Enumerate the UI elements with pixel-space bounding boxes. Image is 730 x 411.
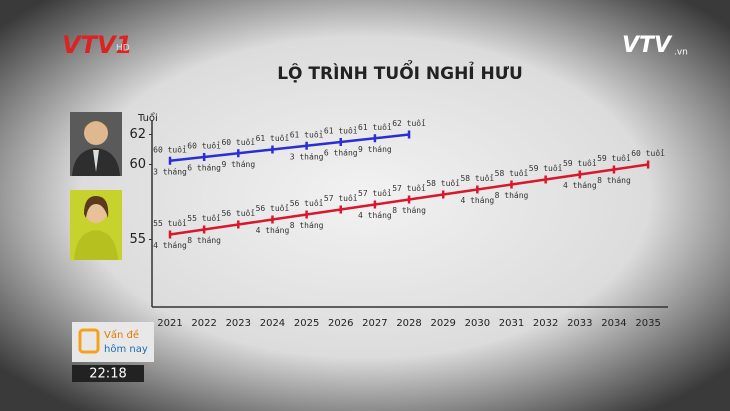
- x-tick-label: 2032: [533, 318, 558, 329]
- value-label: 4 tháng: [153, 241, 187, 250]
- channel-logo-suffix: HD: [116, 44, 130, 54]
- x-tick-label: 2031: [499, 318, 524, 329]
- x-tick-label: 2025: [294, 318, 319, 329]
- man-icon: [70, 112, 122, 176]
- program-line2: hôm nay: [104, 343, 148, 355]
- value-label: 55 tuổi: [153, 218, 187, 228]
- x-tick-label: 2029: [430, 318, 455, 329]
- value-label: 6 tháng: [187, 164, 221, 173]
- series-line: [169, 133, 410, 162]
- site-logo: VTV: [622, 33, 673, 58]
- woman-icon: [70, 190, 122, 260]
- value-label: 56 tuổi: [256, 203, 290, 213]
- value-label: 3 tháng: [290, 152, 324, 161]
- value-label: 4 tháng: [563, 181, 597, 190]
- program-line1: Vấn đề: [104, 329, 139, 341]
- program-badge: Vấn đề hôm nay 22:18: [72, 322, 154, 382]
- x-tick-label: 2024: [260, 318, 285, 329]
- value-label: 8 tháng: [495, 191, 529, 200]
- x-tick-label: 2028: [396, 318, 421, 329]
- x-tick-label: 2021: [157, 318, 182, 329]
- value-label: 57 tuổi: [324, 193, 358, 203]
- channel-logo: VTV1: [62, 31, 132, 59]
- x-tick-label: 2033: [567, 318, 592, 329]
- value-label: 58 tuổi: [460, 173, 494, 183]
- chart-title: LỘ TRÌNH TUỔI NGHỈ HƯU: [277, 59, 523, 84]
- value-label: 4 tháng: [358, 211, 392, 220]
- x-tick-label: 2027: [362, 318, 387, 329]
- site-logo-suffix: .vn: [674, 48, 688, 58]
- value-label: 8 tháng: [392, 206, 426, 215]
- y-tick-label: 55: [129, 232, 146, 247]
- value-label: 55 tuổi: [187, 213, 221, 223]
- value-label: 62 tuổi: [392, 118, 426, 128]
- value-label: 56 tuổi: [290, 198, 324, 208]
- clock: 22:18: [89, 367, 126, 382]
- value-label: 58 tuổi: [495, 168, 529, 178]
- value-label: 56 tuổi: [221, 208, 255, 218]
- value-label: 59 tuổi: [529, 163, 563, 173]
- y-tick-label: 62: [129, 127, 146, 142]
- value-label: 58 tuổi: [426, 178, 460, 188]
- value-label: 4 tháng: [256, 226, 290, 235]
- value-label: 61 tuổi: [358, 122, 392, 132]
- value-label: 60 tuổi: [631, 148, 665, 158]
- y-tick-label: 60: [129, 157, 146, 172]
- value-label: 61 tuổi: [324, 126, 358, 136]
- value-label: 59 tuổi: [597, 153, 631, 163]
- value-label: 59 tuổi: [563, 158, 597, 168]
- value-label: 57 tuổi: [358, 188, 392, 198]
- value-label: 60 tuổi: [153, 144, 187, 154]
- value-label: 4 tháng: [460, 196, 494, 205]
- value-label: 8 tháng: [290, 221, 324, 230]
- value-label: 3 tháng: [153, 167, 187, 176]
- x-tick-label: 2034: [601, 318, 626, 329]
- x-tick-label: 2026: [328, 318, 353, 329]
- value-label: 61 tuổi: [256, 133, 290, 143]
- value-label: 9 tháng: [358, 145, 392, 154]
- value-label: 61 tuổi: [290, 129, 324, 139]
- x-tick-label: 2022: [191, 318, 216, 329]
- value-label: 9 tháng: [221, 160, 255, 169]
- x-tick-label: 2030: [465, 318, 490, 329]
- value-label: 6 tháng: [324, 149, 358, 158]
- value-label: 8 tháng: [597, 176, 631, 185]
- value-label: 57 tuổi: [392, 183, 426, 193]
- value-label: 8 tháng: [187, 236, 221, 245]
- y-axis-label: Tuổi: [137, 111, 158, 124]
- value-label: 60 tuổi: [187, 141, 221, 151]
- x-tick-label: 2035: [635, 318, 660, 329]
- value-label: 60 tuổi: [221, 137, 255, 147]
- x-tick-label: 2023: [226, 318, 251, 329]
